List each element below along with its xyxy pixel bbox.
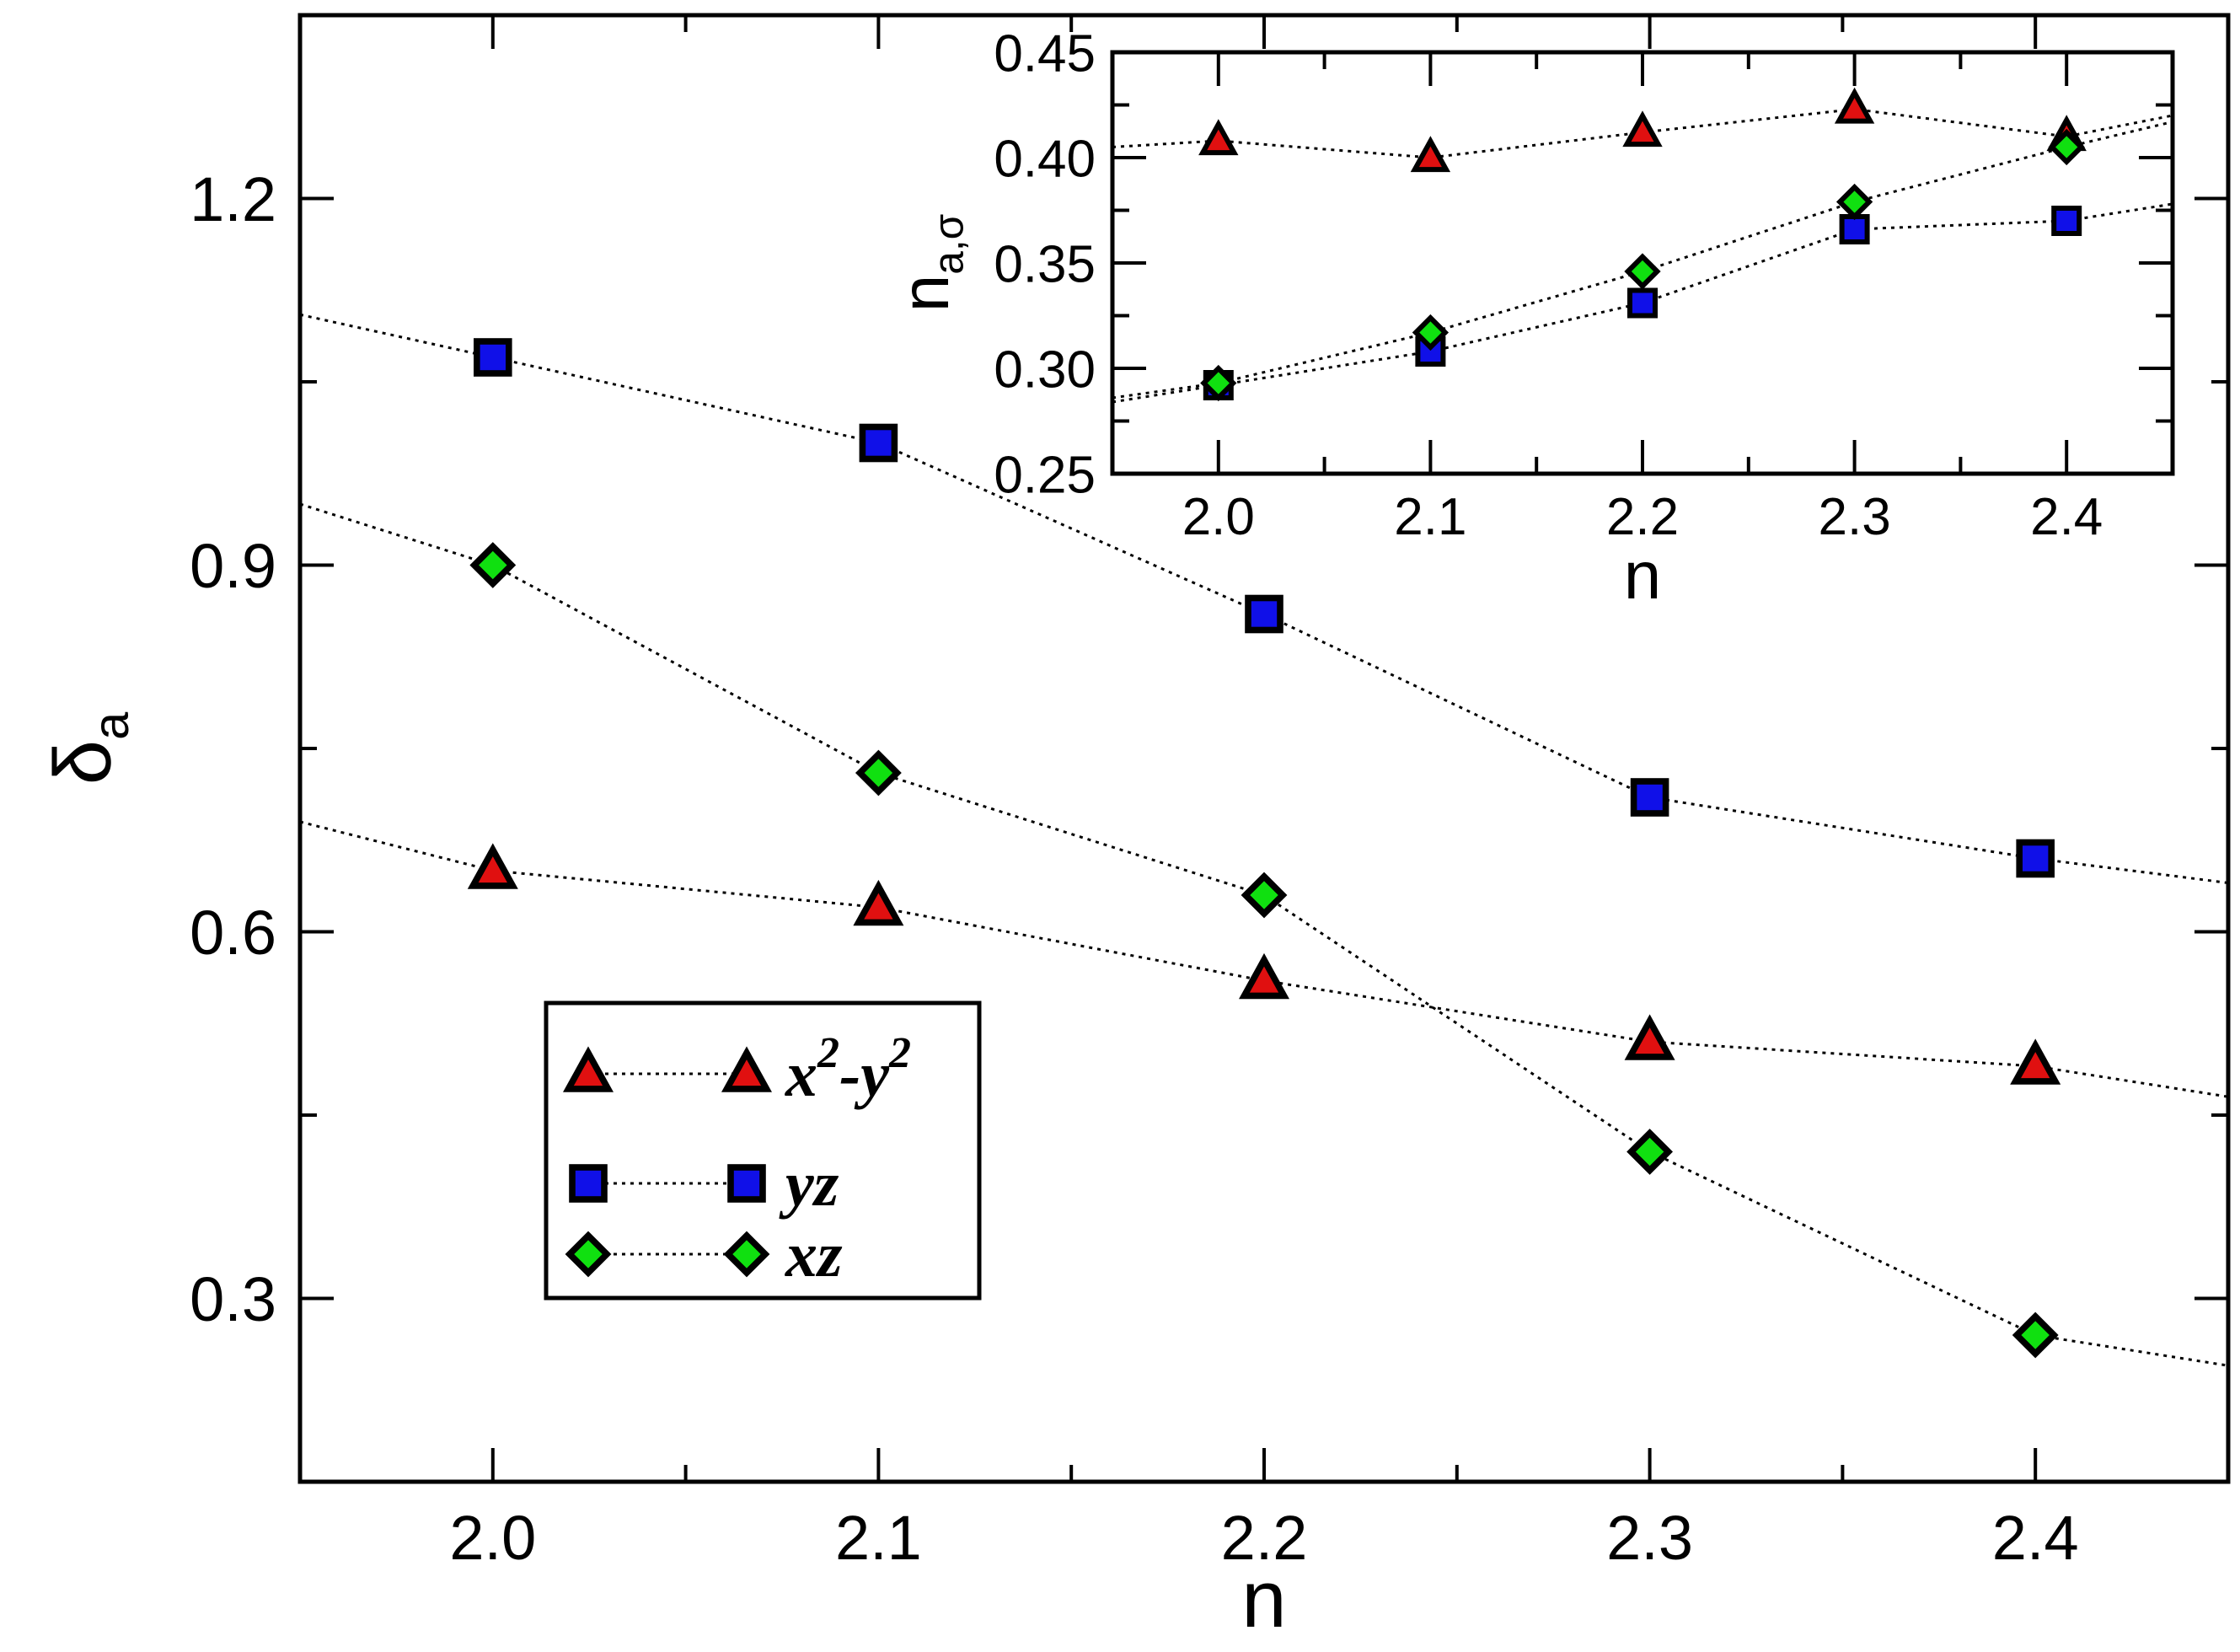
inset-point-yz [2051, 206, 2082, 236]
legend-label-part: -y [839, 1039, 889, 1110]
inset-x-axis-label: n [1624, 538, 1662, 613]
legend-label-part: 2 [888, 1029, 911, 1077]
main-y-axis-label-main: δ [38, 740, 128, 785]
legend-label-part: x [785, 1039, 817, 1110]
main-y-tick-label: 0.9 [190, 531, 276, 601]
inset-y-axis-label: na,σ [887, 214, 973, 312]
main-point-x2y2 [853, 879, 904, 926]
inset-point-xz [1412, 314, 1450, 351]
main-point-yz [1245, 594, 1283, 634]
inset-point-xz [1835, 183, 1873, 221]
inset-y-tick-label: 0.40 [994, 130, 1096, 188]
main-x-axis-label: n [1241, 1554, 1286, 1644]
inset-point-yz [1839, 214, 1870, 244]
main-point-xz [855, 749, 902, 796]
inset-y-tick-label: 0.25 [994, 446, 1096, 504]
inset-x-tick-label: 2.1 [1394, 488, 1466, 546]
inset-point-x2y2 [1410, 136, 1451, 173]
main-x-tick-label: 2.2 [1221, 1503, 1308, 1573]
inset-y-tick-label: 0.35 [994, 235, 1096, 293]
inset-y-tick-label: 0.30 [994, 341, 1096, 399]
main-plot: 2.0 2.1 2.2 2.3 2.4 0.3 0.6 0.9 1.2 n δa [38, 13, 2231, 1644]
main-point-x2y2 [1624, 1014, 1675, 1060]
main-y-tick-label: 0.3 [190, 1264, 276, 1334]
legend-marker-right-yz [727, 1164, 766, 1203]
main-x-tick-label: 2.3 [1606, 1503, 1693, 1573]
main-x-tick-label: 2.1 [835, 1503, 922, 1573]
main-point-xz [1626, 1129, 1674, 1175]
main-point-yz [1630, 778, 1669, 817]
legend-label-yz: yz [779, 1149, 839, 1220]
inset-x-tick-label: 2.3 [1818, 488, 1890, 546]
inset-y-axis-label-main: n [887, 275, 962, 313]
inset-x-tick-label: 2.2 [1606, 488, 1679, 546]
main-x-tick-label: 2.4 [1992, 1503, 2079, 1573]
main-point-xz [2012, 1311, 2059, 1359]
inset-x-tick-label: 2.0 [1182, 488, 1255, 546]
inset-point-xz [2048, 128, 2085, 166]
inset-point-x2y2 [1622, 110, 1663, 148]
legend-marker-left-xz [565, 1231, 612, 1278]
inset-x-tick-label: 2.4 [2030, 488, 2103, 546]
main-point-xz [469, 542, 517, 588]
legend-marker-left-yz [569, 1164, 608, 1203]
main-point-x2y2 [1239, 952, 1289, 1000]
inset-point-x2y2 [1198, 119, 1239, 156]
main-y-axis-label-sub: a [83, 711, 139, 740]
main-point-x2y2 [2010, 1038, 2061, 1085]
legend-marker-right-xz [723, 1231, 770, 1278]
inset-y-tick-label: 0.45 [994, 24, 1096, 83]
main-y-axis-label: δa [38, 711, 139, 785]
main-y-tick-label: 0.6 [190, 898, 276, 968]
inset-point-x2y2 [1834, 87, 1875, 124]
inset-y-axis-label-sub: a,σ [925, 214, 973, 275]
legend-label-xz: xz [785, 1220, 843, 1290]
inset-point-yz [1627, 287, 1658, 319]
legend-marker-left-x2y2 [563, 1046, 614, 1092]
legend-marker-right-x2y2 [721, 1046, 772, 1092]
inset-point-xz [1200, 364, 1237, 402]
main-x-tick-label: 2.0 [449, 1503, 536, 1573]
main-point-xz [1241, 872, 1288, 919]
main-point-yz [2016, 839, 2055, 878]
legend-label-part: 2 [817, 1029, 839, 1077]
main-point-x2y2 [467, 843, 518, 889]
main-point-yz [859, 423, 898, 463]
main-y-tick-label: 1.2 [190, 164, 276, 234]
main-point-yz [473, 338, 512, 377]
inset-point-xz [1624, 253, 1661, 290]
legend-label-x2y2: x2-y2 [785, 1029, 911, 1110]
